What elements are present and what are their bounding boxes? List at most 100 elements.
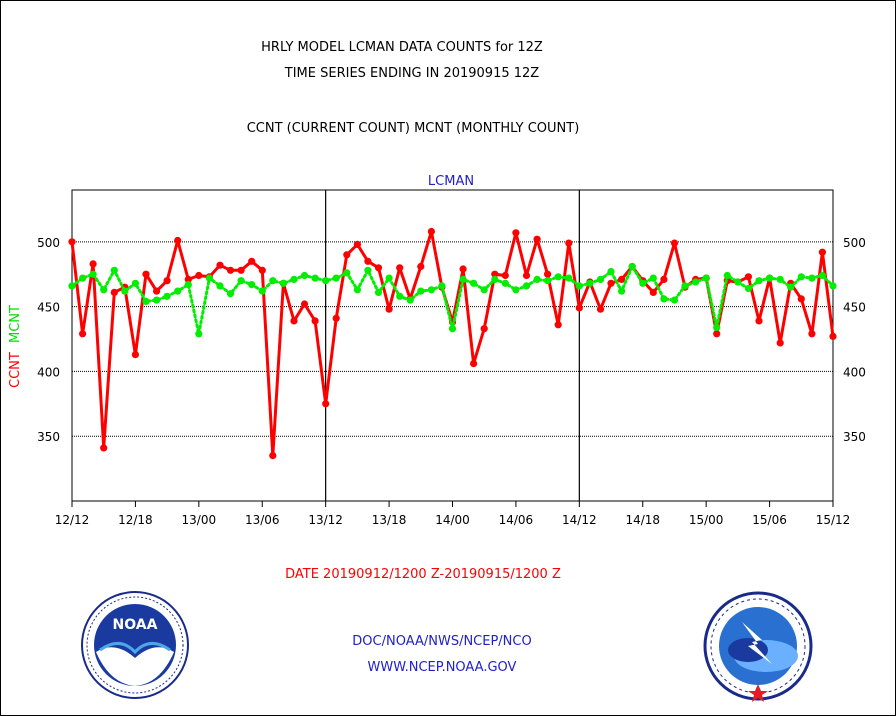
mcnt-point <box>216 282 224 290</box>
ccnt-point <box>184 275 192 283</box>
ccnt-point <box>417 262 425 271</box>
ccnt-point <box>470 360 478 368</box>
ccnt-point <box>195 271 203 280</box>
y-tick-label-left: 400 <box>37 365 60 379</box>
mcnt-point <box>100 286 108 294</box>
y-tick-label-left: 350 <box>37 430 60 444</box>
ccnt-point <box>364 257 372 265</box>
mcnt-point <box>343 269 351 277</box>
mcnt-point <box>596 275 605 283</box>
mcnt-point <box>142 297 150 305</box>
mcnt-point <box>226 290 235 298</box>
ccnt-point <box>607 279 615 287</box>
mcnt-point <box>353 286 361 294</box>
y-tick-label-right: 350 <box>843 430 866 444</box>
mcnt-point <box>512 286 520 294</box>
mcnt-point <box>79 274 87 282</box>
mcnt-point <box>554 273 562 281</box>
mcnt-point <box>692 278 700 286</box>
ccnt-point <box>311 317 319 325</box>
ccnt-point <box>829 332 837 340</box>
x-tick-label: 13/12 <box>308 513 343 527</box>
mcnt-point <box>829 282 837 290</box>
y-tick-label-right: 500 <box>843 236 866 250</box>
mcnt-point <box>364 266 372 274</box>
x-tick-label: 15/00 <box>689 513 724 527</box>
grid-layer <box>71 190 834 507</box>
ccnt-point <box>300 300 309 308</box>
mcnt-point <box>417 287 425 295</box>
ccnt-point <box>512 229 520 237</box>
mcnt-point <box>205 274 213 282</box>
ccnt-series-line <box>70 230 835 458</box>
mcnt-point <box>163 292 171 300</box>
mcnt-point <box>586 279 594 287</box>
ccnt-point <box>374 264 383 272</box>
mcnt-point <box>618 287 626 295</box>
mcnt-point <box>322 277 330 285</box>
mcnt-point <box>311 274 319 282</box>
ccnt-point <box>237 266 245 274</box>
mcnt-point <box>565 274 573 282</box>
ccnt-point <box>100 444 108 452</box>
ccnt-point <box>459 265 467 273</box>
ccnt-point <box>649 288 657 296</box>
ccnt-point <box>818 248 827 256</box>
ccnt-point <box>797 295 805 303</box>
mcnt-point <box>110 266 118 274</box>
mcnt-point <box>480 286 488 294</box>
mcnt-point <box>68 282 76 290</box>
mcnt-point <box>713 323 721 331</box>
x-tick-label: 13/18 <box>372 513 407 527</box>
ccnt-point <box>153 287 161 295</box>
mcnt-point <box>681 282 689 290</box>
mcnt-point <box>300 271 309 280</box>
y-axis-label-ccnt: CCNT <box>8 352 23 388</box>
ccnt-point <box>755 317 763 325</box>
x-tick-labels: 12/12 12/18 13/00 13/06 13/12 13/18 14/00 14/06… <box>55 513 851 527</box>
mcnt-point <box>470 279 478 287</box>
y-tick-label-right: 450 <box>843 301 866 315</box>
mcnt-point <box>427 286 435 294</box>
ccnt-point <box>174 236 182 245</box>
x-tick-label: 13/00 <box>182 513 217 527</box>
y-tick-label-left: 500 <box>37 236 60 250</box>
mcnt-point <box>766 274 774 282</box>
ccnt-point <box>427 227 435 236</box>
mcnt-point <box>797 273 805 281</box>
ccnt-point <box>343 251 351 259</box>
chart-subtitle: LCMAN <box>428 174 474 189</box>
mcnt-point <box>374 288 383 296</box>
mcnt-point <box>755 277 763 285</box>
footer-url-line: WWW.NCEP.NOAA.GOV <box>368 660 517 675</box>
x-tick-label: 15/06 <box>752 513 787 527</box>
mcnt-point <box>406 296 414 304</box>
footer-org-line: DOC/NOAA/NWS/NCEP/NCO <box>352 634 531 649</box>
x-tick-label: 15/12 <box>816 513 851 527</box>
x-axis-label: DATE 20190912/1200 Z-20190915/1200 Z <box>285 567 561 582</box>
mcnt-point <box>153 296 161 304</box>
ccnt-point <box>596 305 605 313</box>
mcnt-point <box>438 282 446 290</box>
ccnt-point <box>776 339 784 347</box>
ccnt-point <box>713 330 721 338</box>
ccnt-point <box>575 304 583 312</box>
mcnt-point <box>131 279 139 287</box>
mcnt-point <box>237 277 245 285</box>
ccnt-point <box>491 270 499 278</box>
ccnt-point <box>79 330 87 338</box>
noaa-logo: NOAA <box>81 591 189 699</box>
mcnt-point <box>448 325 457 333</box>
mcnt-point <box>639 279 647 287</box>
ccnt-point <box>290 317 298 325</box>
mcnt-point <box>628 262 636 271</box>
ccnt-point <box>248 257 256 265</box>
ccnt-point <box>808 330 816 338</box>
mcnt-point <box>522 282 531 290</box>
mcnt-point <box>660 295 668 303</box>
mcnt-point <box>776 275 784 283</box>
ccnt-point <box>68 238 76 246</box>
mcnt-point <box>258 287 266 295</box>
mcnt-point <box>332 274 340 282</box>
